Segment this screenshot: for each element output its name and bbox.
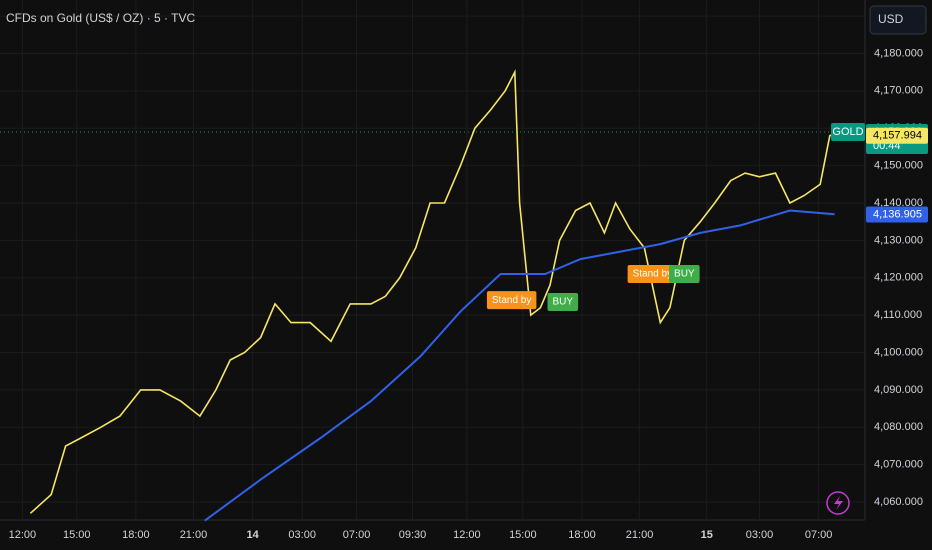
y-tick-label: 4,120.000 bbox=[874, 272, 923, 284]
x-tick-label: 07:00 bbox=[805, 529, 833, 541]
chart-title: CFDs on Gold (US$ / OZ) · 5 · TVC bbox=[6, 11, 195, 25]
x-tick-label: 14 bbox=[246, 529, 259, 541]
x-tick-label: 21:00 bbox=[180, 529, 208, 541]
series-line bbox=[29, 69, 839, 514]
x-tick-label: 21:00 bbox=[626, 529, 654, 541]
y-tick-label: 4,090.000 bbox=[874, 384, 923, 396]
symbol-label: GOLD bbox=[832, 126, 863, 138]
x-tick-label: 07:00 bbox=[343, 529, 371, 541]
signal-label: Stand by bbox=[633, 269, 672, 280]
signal-label: BUY bbox=[553, 297, 574, 308]
y-tick-label: 4,100.000 bbox=[874, 346, 923, 358]
x-tick-label: 15 bbox=[701, 529, 713, 541]
y-tick-label: 4,130.000 bbox=[874, 234, 923, 246]
y-tick-label: 4,070.000 bbox=[874, 459, 923, 471]
x-tick-label: 03:00 bbox=[288, 529, 316, 541]
y-tick-label: 4,140.000 bbox=[874, 197, 923, 209]
x-tick-label: 12:00 bbox=[453, 529, 481, 541]
symbol-tag bbox=[831, 123, 865, 142]
signal-box bbox=[486, 291, 537, 310]
x-tick-label: 18:00 bbox=[122, 529, 150, 541]
price-tag-label: 4,136.905 bbox=[873, 208, 922, 220]
x-tick-label: 12:00 bbox=[9, 529, 37, 541]
x-tick-label: 15:00 bbox=[509, 529, 537, 541]
x-tick-label: 18:00 bbox=[568, 529, 596, 541]
x-tick-label: 09:30 bbox=[399, 529, 427, 541]
currency-label[interactable]: USD bbox=[878, 12, 904, 26]
y-tick-label: 4,080.000 bbox=[874, 421, 923, 433]
signal-box bbox=[547, 293, 579, 312]
y-tick-label: 4,060.000 bbox=[874, 496, 923, 508]
y-tick-label: 4,170.000 bbox=[874, 85, 923, 97]
signal-label: Stand by bbox=[492, 295, 531, 306]
currency-button[interactable] bbox=[869, 5, 927, 35]
y-tick-label: 4,150.000 bbox=[874, 160, 923, 172]
price-tag bbox=[866, 206, 928, 223]
labels: 4,060.000 4,070.000 4,080.000 4,090.000 4,10… bbox=[9, 10, 928, 541]
plot bbox=[29, 69, 839, 522]
x-tick-label: 15:00 bbox=[63, 529, 91, 541]
y-tick-label: 4,110.000 bbox=[874, 309, 922, 321]
signal-box bbox=[627, 265, 678, 284]
price-tag bbox=[866, 127, 928, 144]
y-tick-label: 4,180.000 bbox=[874, 47, 923, 59]
price-tag-label: 4,157.994 bbox=[873, 130, 922, 142]
lightning-glyph bbox=[834, 496, 843, 510]
lightning-icon[interactable] bbox=[826, 491, 850, 515]
signal-box bbox=[669, 265, 700, 284]
x-tick-label: 03:00 bbox=[746, 529, 774, 541]
signal-label: BUY bbox=[674, 269, 695, 280]
series-line bbox=[204, 209, 835, 522]
